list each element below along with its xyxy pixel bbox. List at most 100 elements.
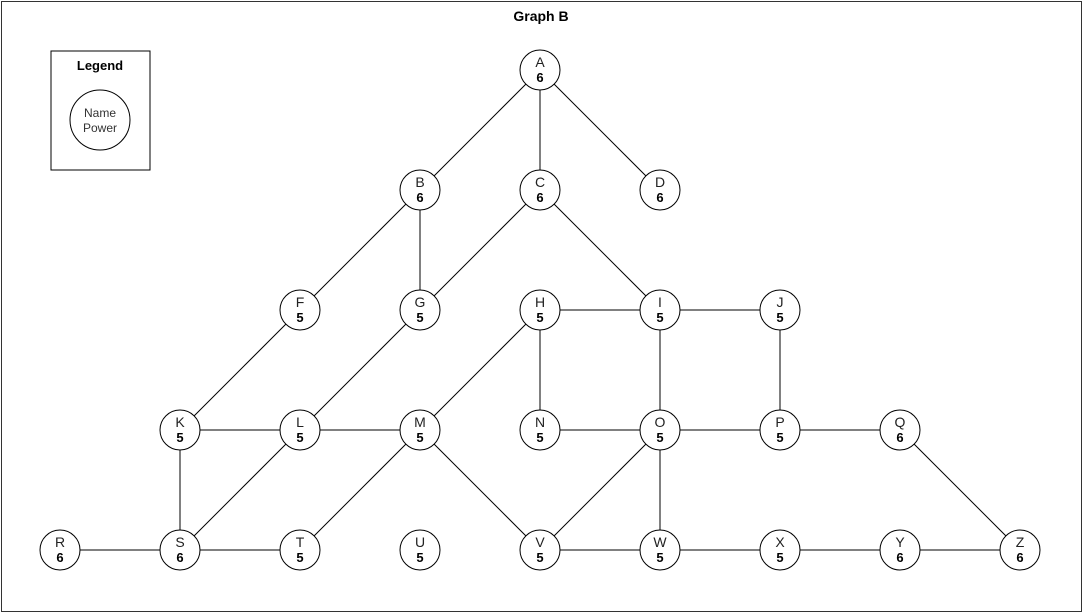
edge-c-i — [553, 203, 647, 297]
node-power: 5 — [416, 550, 423, 565]
node-power: 6 — [896, 550, 903, 565]
node-name: H — [535, 294, 545, 310]
node-name: C — [535, 174, 545, 190]
node-power: 5 — [416, 430, 423, 445]
node-power: 6 — [656, 190, 663, 205]
node-circle — [159, 409, 201, 451]
edge-b-f — [313, 203, 407, 297]
node-name: A — [535, 54, 545, 70]
node-y[interactable]: Y6 — [879, 529, 921, 571]
node-z[interactable]: Z6 — [999, 529, 1041, 571]
node-l[interactable]: L5 — [279, 409, 321, 451]
node-h[interactable]: H5 — [519, 289, 561, 331]
node-power: 5 — [776, 550, 783, 565]
node-power: 5 — [296, 310, 303, 325]
node-power: 6 — [536, 70, 543, 85]
edge-o-v — [553, 443, 647, 537]
node-name: R — [55, 534, 65, 550]
edge-l-s — [193, 443, 287, 537]
node-power: 5 — [656, 430, 663, 445]
node-name: S — [175, 534, 184, 550]
node-power: 6 — [56, 550, 63, 565]
node-circle — [639, 169, 681, 211]
node-c[interactable]: C6 — [519, 169, 561, 211]
node-name: D — [655, 174, 665, 190]
edge-g-l — [313, 323, 407, 417]
node-circle — [399, 409, 441, 451]
node-name: F — [296, 294, 305, 310]
node-n[interactable]: N5 — [519, 409, 561, 451]
node-f[interactable]: F5 — [279, 289, 321, 331]
node-g[interactable]: G5 — [399, 289, 441, 331]
node-power: 5 — [296, 550, 303, 565]
legend-box: Legend Name Power — [50, 50, 151, 171]
node-circle — [639, 529, 681, 571]
node-b[interactable]: B6 — [399, 169, 441, 211]
node-name: K — [175, 414, 185, 430]
node-name: B — [415, 174, 424, 190]
node-name: V — [535, 534, 545, 550]
node-k[interactable]: K5 — [159, 409, 201, 451]
node-q[interactable]: Q6 — [879, 409, 921, 451]
node-v[interactable]: V5 — [519, 529, 561, 571]
node-circle — [879, 529, 921, 571]
edge-c-g — [433, 203, 527, 297]
node-circle — [519, 409, 561, 451]
edge-h-m — [433, 323, 527, 417]
edges-layer — [80, 83, 1007, 551]
node-circle — [399, 169, 441, 211]
edge-q-z — [913, 443, 1007, 537]
node-circle — [519, 529, 561, 571]
node-x[interactable]: X5 — [759, 529, 801, 571]
node-name: O — [655, 414, 666, 430]
node-r[interactable]: R6 — [39, 529, 81, 571]
node-circle — [279, 409, 321, 451]
node-name: N — [535, 414, 545, 430]
node-a[interactable]: A6 — [519, 49, 561, 91]
node-power: 6 — [416, 190, 423, 205]
node-name: X — [775, 534, 785, 550]
node-circle — [999, 529, 1041, 571]
node-power: 5 — [416, 310, 423, 325]
node-circle — [759, 409, 801, 451]
node-name: I — [658, 294, 662, 310]
node-power: 5 — [176, 430, 183, 445]
legend-power-label: Power — [83, 121, 117, 135]
node-o[interactable]: O5 — [639, 409, 681, 451]
node-power: 6 — [176, 550, 183, 565]
node-u[interactable]: U5 — [399, 529, 441, 571]
node-circle — [759, 529, 801, 571]
node-power: 5 — [776, 430, 783, 445]
node-power: 5 — [656, 550, 663, 565]
node-power: 5 — [296, 430, 303, 445]
node-circle — [639, 409, 681, 451]
node-name: W — [653, 534, 667, 550]
node-name: Q — [895, 414, 906, 430]
node-circle — [639, 289, 681, 331]
node-power: 5 — [536, 310, 543, 325]
node-j[interactable]: J5 — [759, 289, 801, 331]
legend-name-label: Name — [84, 106, 116, 120]
node-power: 5 — [776, 310, 783, 325]
node-name: L — [296, 414, 304, 430]
node-name: Z — [1016, 534, 1025, 550]
node-power: 5 — [536, 430, 543, 445]
edge-f-k — [193, 323, 287, 417]
node-name: P — [775, 414, 784, 430]
node-m[interactable]: M5 — [399, 409, 441, 451]
node-power: 5 — [656, 310, 663, 325]
node-d[interactable]: D6 — [639, 169, 681, 211]
legend-title: Legend — [77, 58, 123, 73]
node-p[interactable]: P5 — [759, 409, 801, 451]
node-s[interactable]: S6 — [159, 529, 201, 571]
node-w[interactable]: W5 — [639, 529, 681, 571]
node-name: Y — [895, 534, 905, 550]
graph-title: Graph B — [513, 8, 568, 24]
node-circle — [399, 529, 441, 571]
node-circle — [399, 289, 441, 331]
edge-m-t — [313, 443, 407, 537]
nodes-layer: A6B6C6D6F5G5H5I5J5K5L5M5N5O5P5Q6R6S6T5U5… — [39, 49, 1041, 571]
node-t[interactable]: T5 — [279, 529, 321, 571]
node-i[interactable]: I5 — [639, 289, 681, 331]
